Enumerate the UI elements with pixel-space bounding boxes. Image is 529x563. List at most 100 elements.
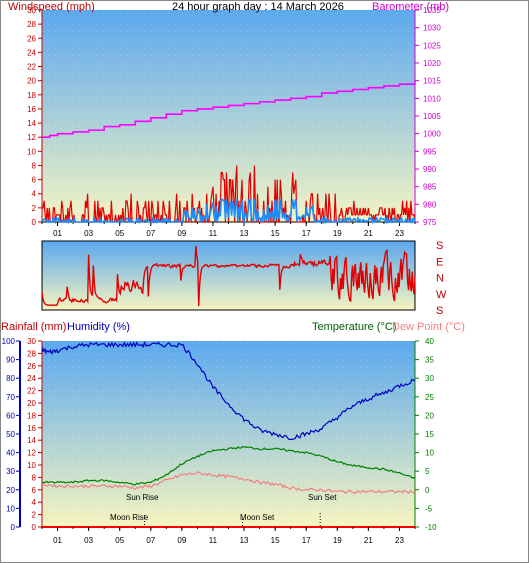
dewpoint-axis-label: Dew Point (°C) [392,321,465,333]
humidity-tick-label: 0 [11,523,16,532]
temp-tick-label: -5 [425,504,433,513]
rain-tick-label: 26 [27,362,36,371]
baro-tick-label: 1030 [423,24,441,33]
p3-x-tick-label: 19 [333,536,342,545]
p3-x-tick-label: 05 [115,536,124,545]
p3-x-tick-label: 23 [395,536,404,545]
wind-avg-series [41,198,416,225]
p1-x-tick-label: 19 [333,229,342,238]
wind-tick-label: 16 [27,105,36,114]
p1-x-tick-label: 13 [240,229,249,238]
temp-tick-label: 25 [425,393,434,402]
baro-tick-label: 1035 [423,6,441,15]
sun-set-label: Sun Set [308,493,337,502]
p1-x-tick-label: 09 [177,229,186,238]
panel3-dots [42,341,415,527]
temp-tick-label: 40 [425,337,434,346]
wind-tick-label: 14 [27,119,36,128]
baro-tick-label: 1010 [423,94,441,103]
p3-x-tick-label: 03 [84,536,93,545]
temp-tick-label: 30 [425,374,434,383]
rain-tick-label: 4 [32,498,37,507]
p3-x-tick-label: 21 [364,536,373,545]
barometer-axis-label: Barometer (mb) [372,1,449,13]
wind-direction-series [41,245,416,307]
wind-tick-label: 30 [27,6,36,15]
p1-x-tick-label: 03 [84,229,93,238]
wind-tick-label: 2 [32,204,37,213]
humidity-tick-label: 60 [6,411,15,420]
p1-x-tick-label: 23 [395,229,404,238]
baro-tick-label: 1005 [423,112,441,121]
rain-tick-label: 20 [27,399,36,408]
rainfall-axis-label: Rainfall (mm) [1,321,66,333]
baro-tick-label: 1025 [423,41,441,50]
direction-label: N [436,273,444,285]
humidity-tick-label: 80 [6,374,15,383]
wind-tick-label: 0 [32,218,37,227]
rain-tick-label: 14 [27,436,36,445]
wind-tick-label: 20 [27,77,36,86]
rain-tick-label: 8 [32,473,37,482]
baro-tick-label: 990 [423,165,437,174]
direction-label: S [436,240,443,252]
wind-gust-series [42,165,416,223]
humidity-tick-label: 20 [6,486,15,495]
wind-tick-label: 8 [32,161,37,170]
temp-tick-label: -10 [425,523,437,532]
p1-x-tick-label: 11 [209,229,218,238]
temperature-series [41,445,416,486]
baro-tick-label: 1015 [423,77,441,86]
temp-tick-label: 0 [425,486,430,495]
baro-tick-label: 985 [423,183,437,192]
humidity-tick-label: 70 [6,393,15,402]
wind-tick-label: 10 [27,147,36,156]
humidity-tick-label: 90 [6,356,15,365]
humidity-tick-label: 10 [6,504,15,513]
baro-tick-label: 975 [423,218,437,227]
direction-label: W [436,289,447,301]
p1-x-tick-label: 21 [364,229,373,238]
wind-tick-label: 12 [27,133,36,142]
temp-tick-label: 10 [425,449,434,458]
baro-tick-label: 980 [423,200,437,209]
moon-set-label: Moon Set [240,513,275,522]
rain-tick-label: 22 [27,387,36,396]
direction-panel-border [41,240,416,311]
temp-tick-label: 35 [425,356,434,365]
humidity-tick-label: 100 [2,337,16,346]
rain-tick-label: 30 [27,337,36,346]
p1-x-tick-label: 01 [53,229,62,238]
wind-tick-label: 26 [27,34,36,43]
p3-x-tick-label: 09 [177,536,186,545]
temp-tick-label: 20 [425,411,434,420]
baro-tick-label: 995 [423,147,437,156]
rain-tick-label: 12 [27,449,36,458]
p3-x-tick-label: 01 [53,536,62,545]
windspeed-axis-label: Windspeed (mph) [8,1,95,13]
wind-tick-label: 22 [27,63,36,72]
moon-rise-label: Moon Rise [110,513,149,522]
p1-x-tick-label: 07 [146,229,155,238]
p1-x-tick-label: 17 [302,229,311,238]
humidity-tick-label: 50 [6,430,15,439]
humidity-axis-label: Humidity (%) [67,321,130,333]
wind-tick-label: 18 [27,91,36,100]
rain-tick-label: 18 [27,411,36,420]
temp-tick-label: 5 [425,467,430,476]
baro-tick-label: 1000 [423,130,441,139]
humidity-tick-label: 30 [6,467,15,476]
chart-title: 24 hour graph day : 14 March 2026 [172,1,344,13]
temperature-axis-label: Temperature (°C) [312,321,396,333]
rain-tick-label: 28 [27,349,36,358]
p1-x-tick-label: 05 [115,229,124,238]
wind-tick-label: 24 [27,48,36,57]
direction-label: E [436,256,443,268]
temp-tick-label: 15 [425,430,434,439]
humidity-tick-label: 40 [6,449,15,458]
rain-tick-label: 0 [32,523,37,532]
rain-tick-label: 2 [32,511,37,520]
rain-tick-label: 6 [32,486,37,495]
rain-tick-label: 24 [27,374,36,383]
